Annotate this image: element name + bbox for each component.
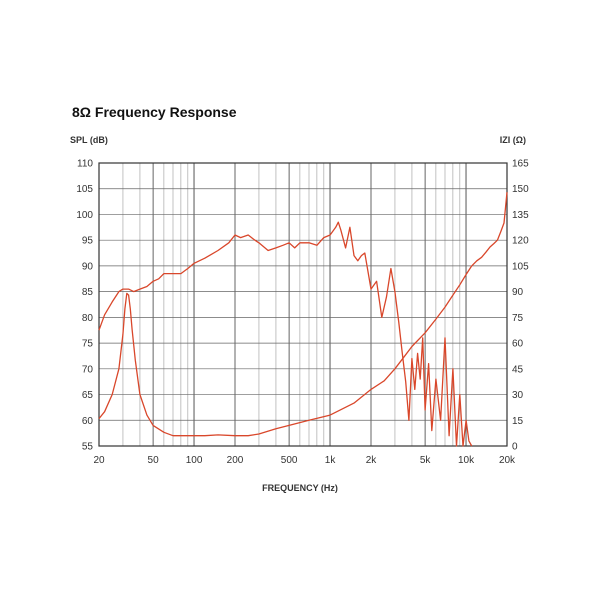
x-tick-label: 20k [499, 455, 516, 466]
y-tick-label-right: 15 [512, 416, 524, 427]
y-tick-label-right: 165 [512, 159, 529, 170]
x-tick-label: 2k [366, 455, 378, 466]
y-tick-label-right: 150 [512, 184, 529, 195]
y-tick-label-right: 90 [512, 287, 524, 298]
y-tick-label-left: 85 [82, 287, 94, 298]
x-tick-label: 1k [325, 455, 337, 466]
y-axis-label-left: SPL (dB) [70, 135, 108, 145]
y-tick-label-right: 30 [512, 390, 524, 401]
spl-curve [98, 221, 473, 447]
y-tick-label-left: 75 [82, 339, 94, 350]
y-tick-label-left: 95 [82, 236, 94, 247]
y-tick-label-left: 100 [76, 210, 93, 221]
x-axis-label: FREQUENCY (Hz) [262, 483, 338, 493]
x-tick-label: 50 [148, 455, 160, 466]
x-tick-label: 10k [458, 455, 475, 466]
x-tick-label: 100 [186, 455, 203, 466]
y-tick-label-right: 0 [512, 442, 518, 453]
x-tick-label: 5k [420, 455, 432, 466]
y-tick-label-left: 65 [82, 390, 94, 401]
y-tick-label-left: 90 [82, 261, 94, 272]
impedance-curve [98, 192, 508, 437]
chart-title: 8Ω Frequency Response [72, 104, 237, 120]
y-tick-label-left: 80 [82, 313, 94, 324]
y-tick-label-left: 105 [76, 184, 93, 195]
y-axis-label-right: IZI (Ω) [500, 135, 526, 145]
chart-grid [99, 163, 507, 446]
y-tick-label-right: 105 [512, 261, 529, 272]
x-tick-label: 20 [93, 455, 105, 466]
y-tick-label-left: 70 [82, 364, 94, 375]
chart-series [98, 192, 508, 447]
chart-ticks: 20 50 100 200 500 1k 2k 5k 10k 20k 110 105 100 95 90 85… [76, 159, 529, 467]
y-tick-label-right: 45 [512, 364, 524, 375]
y-tick-label-left: 60 [82, 416, 94, 427]
y-tick-label-left: 110 [77, 159, 93, 170]
plot-frame [98, 162, 508, 447]
y-tick-label-right: 135 [512, 210, 529, 221]
y-tick-label-right: 120 [512, 236, 529, 247]
y-tick-label-right: 75 [512, 313, 524, 324]
y-tick-label-left: 55 [82, 442, 94, 453]
x-tick-label: 500 [281, 455, 298, 466]
x-tick-label: 200 [227, 455, 244, 466]
y-tick-label-right: 60 [512, 339, 524, 350]
